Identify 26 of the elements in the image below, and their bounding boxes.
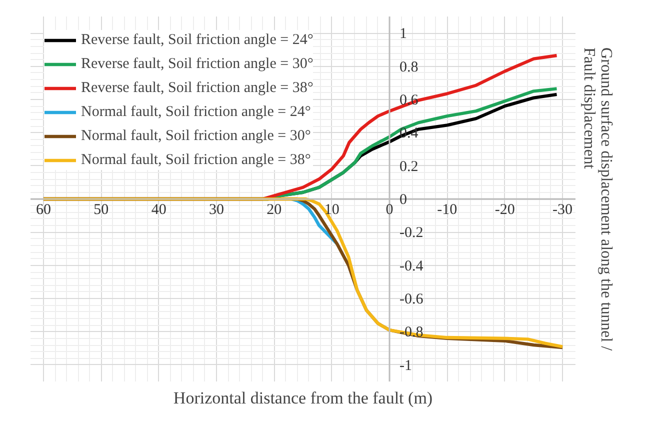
y-tick-label: -0.6	[400, 292, 424, 308]
y-axis-title: Ground surface displacement along the tunnel / Fault displacement	[580, 47, 614, 352]
legend-label: Normal fault, Soil friction angle = 30°	[81, 127, 311, 145]
legend-label: Normal fault, Soil friction angle = 24°	[81, 103, 311, 121]
x-tick-label: 60	[36, 202, 51, 218]
y-tick-label: 0.8	[400, 59, 418, 76]
legend-label: Reverse fault, Soil friction angle = 30°	[81, 55, 314, 73]
x-tick-label: -10	[437, 202, 458, 218]
y-tick-label: -0.4	[400, 258, 424, 274]
x-tick-label: 20	[266, 202, 282, 218]
legend-label: Reverse fault, Soil friction angle = 24°	[81, 31, 314, 49]
x-axis-title: Horizontal distance from the fault (m)	[173, 388, 433, 408]
x-tick-label: 10	[324, 202, 340, 218]
x-tick-label: -30	[552, 202, 573, 218]
y-tick-label: 1	[400, 26, 408, 42]
x-tick-label: -20	[494, 202, 515, 218]
y-tick-label: 0.2	[400, 158, 418, 175]
x-tick-label: 30	[208, 202, 224, 218]
legend-label: Normal fault, Soil friction angle = 38°	[81, 151, 311, 169]
x-tick-label: 40	[151, 202, 166, 218]
x-tick-label: 50	[94, 202, 109, 218]
legend-label: Reverse fault, Soil friction angle = 38°	[81, 79, 314, 97]
y-tick-label: 0	[400, 192, 408, 208]
x-tick-label: 0	[386, 202, 394, 218]
y-tick-label: -0.2	[400, 225, 424, 242]
y-tick-label: -1	[400, 358, 412, 374]
